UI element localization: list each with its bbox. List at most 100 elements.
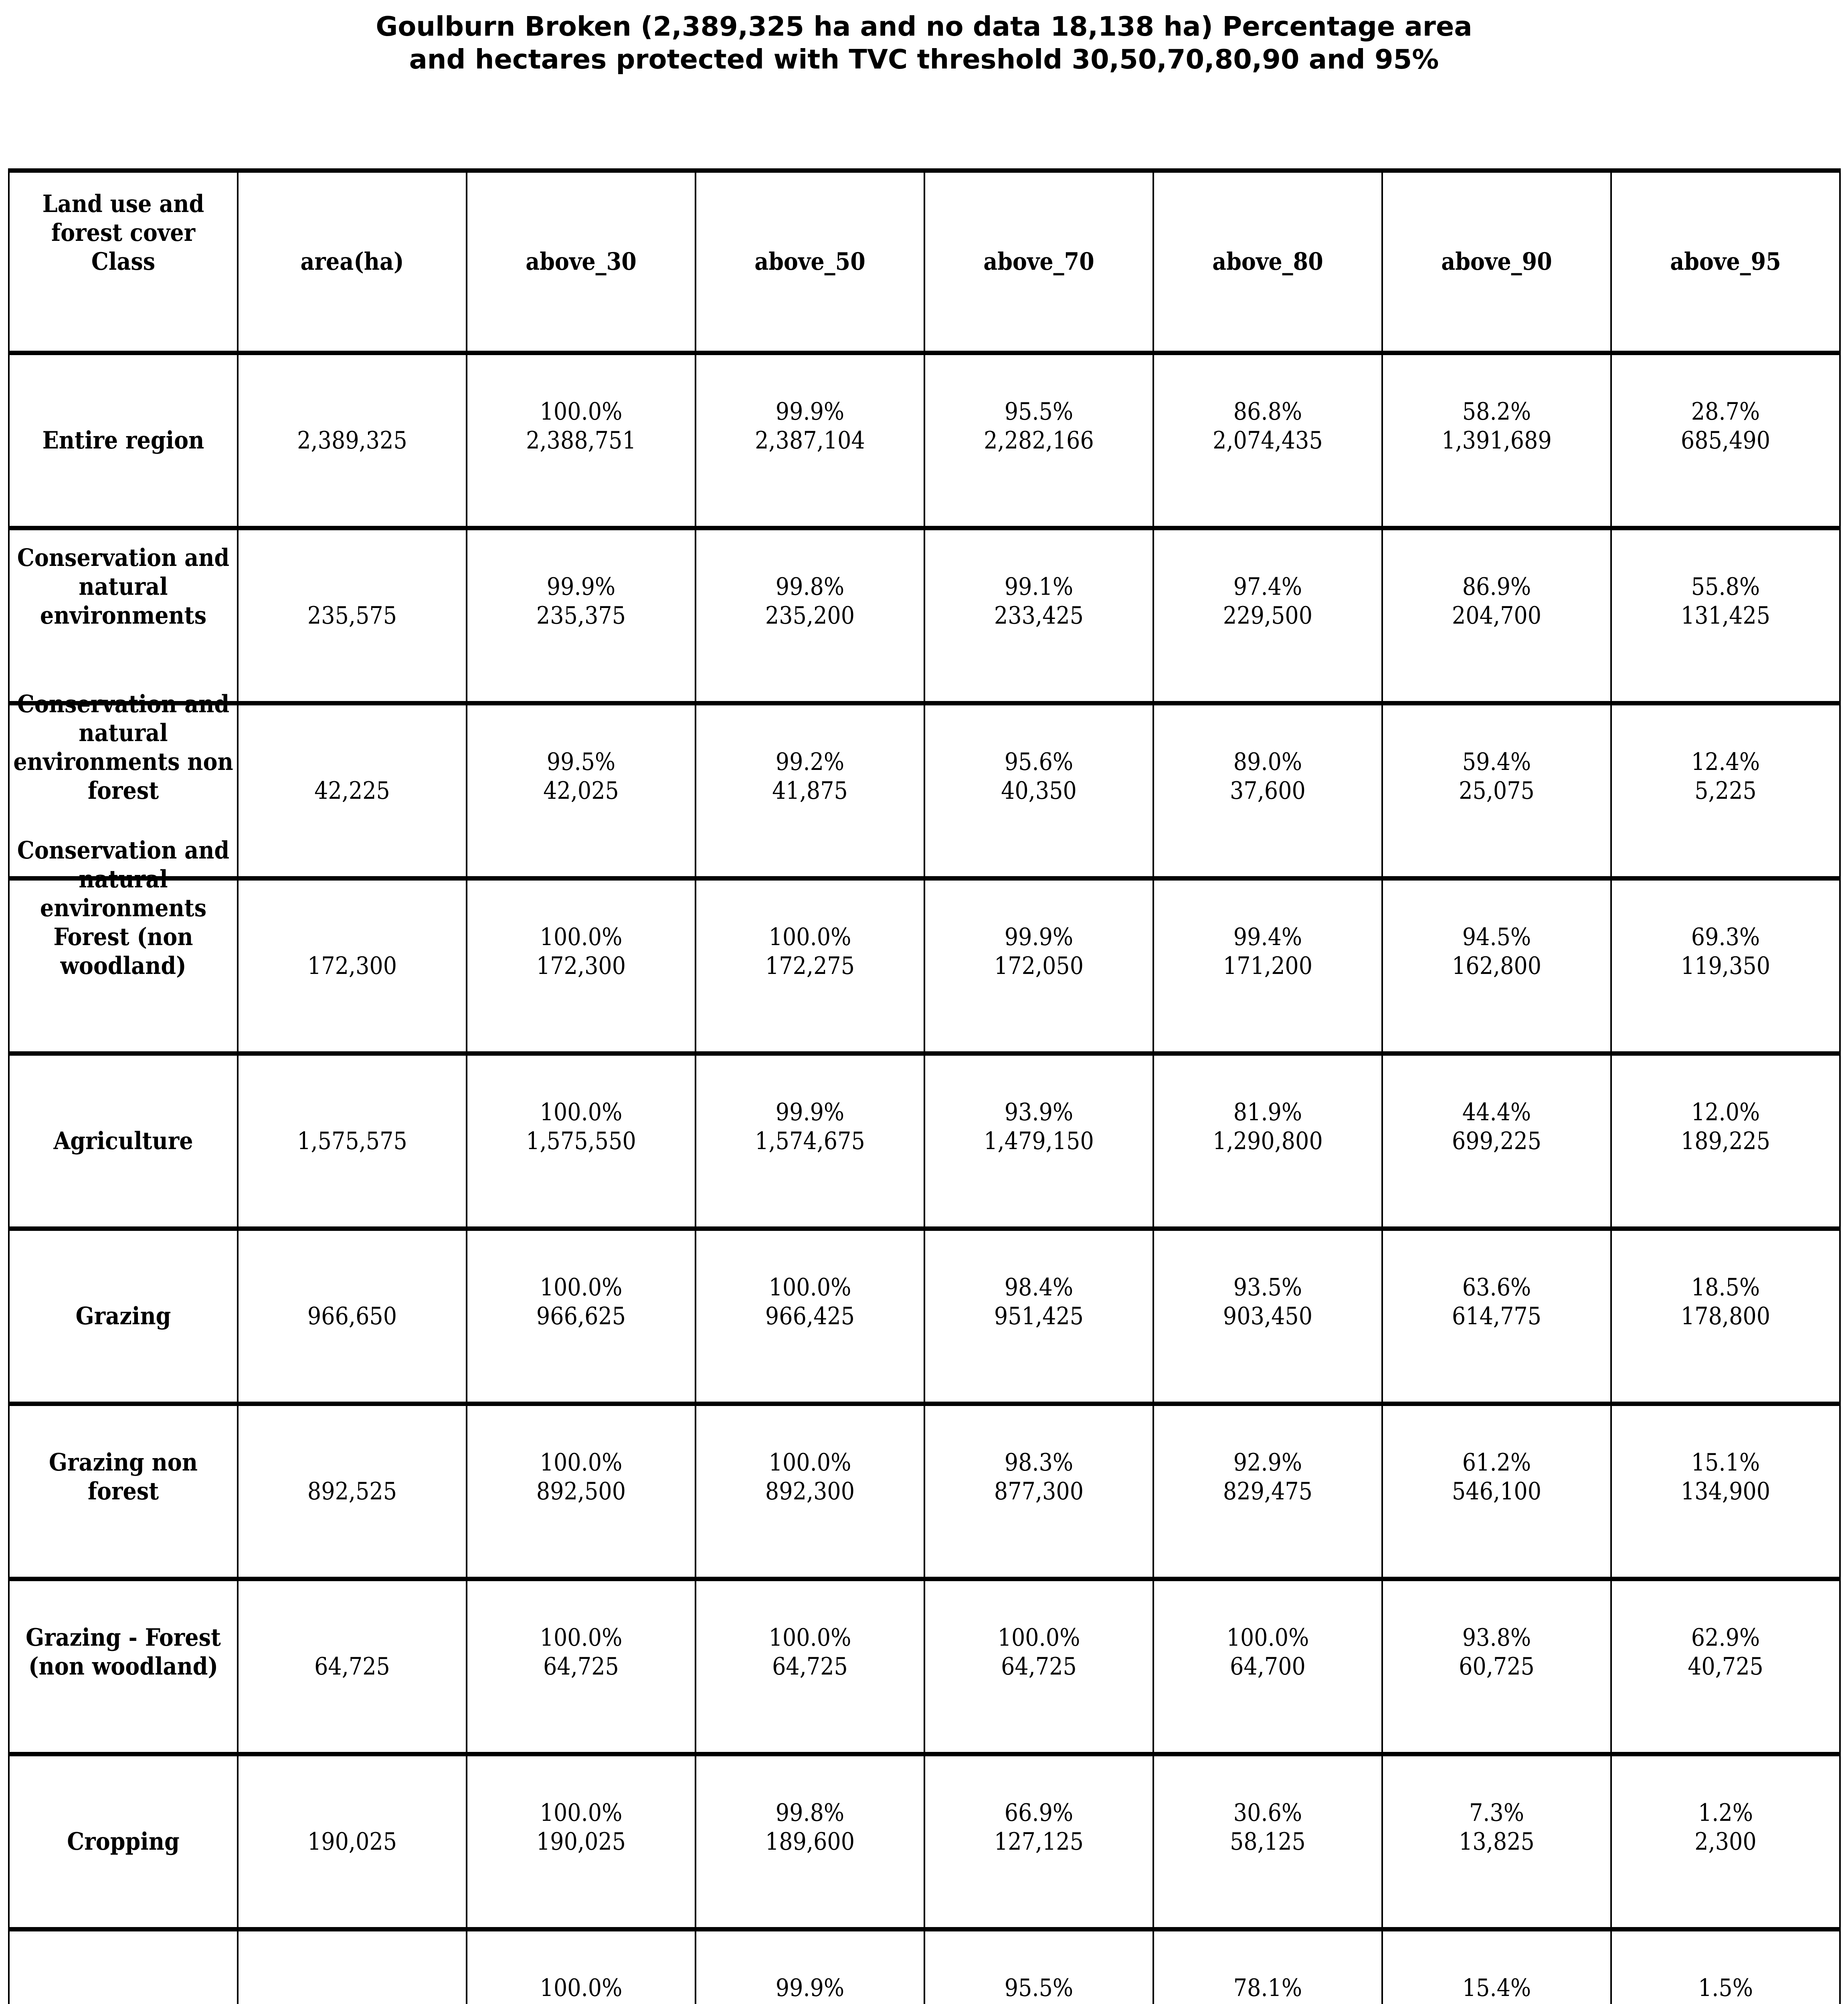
value-cell: 30.6% 58,125 — [1152, 1752, 1383, 1930]
value-cell: 28.7% 685,490 — [1610, 351, 1841, 529]
value-cell: 92.9% 829,475 — [1152, 1402, 1383, 1580]
value-cell: 100.0% 64,700 — [1152, 1577, 1383, 1755]
value-cell: 99.9% 2,387,104 — [695, 351, 925, 529]
value-cell: 81.9% 1,290,800 — [1152, 1051, 1383, 1230]
header-cell-0: Land use and forest cover Class — [8, 168, 239, 354]
value-cell: 98.3% 877,300 — [924, 1402, 1154, 1580]
value-cell: 100.0% 966,625 — [466, 1226, 696, 1405]
value-cell: 44.4% 699,225 — [1381, 1051, 1612, 1230]
area-cell: 42,225 — [237, 701, 467, 879]
value-cell: 99.8% 189,600 — [695, 1752, 925, 1930]
table-row: Irrigation406,625100.0%406,62599.9%406,3… — [8, 1927, 1841, 2004]
value-cell: 95.5%388,375 — [924, 1927, 1154, 2004]
value-cell: 86.8% 2,074,435 — [1152, 351, 1383, 529]
header-cell-3: above_50 — [695, 168, 925, 354]
table-row: Conservation and natural environments Fores… — [8, 836, 1841, 1055]
tvc-threshold-table: Land use and forest cover Class area(ha) abo… — [8, 168, 1841, 2004]
value-cell: 61.2% 546,100 — [1381, 1402, 1612, 1580]
value-cell: 78.1%317,650 — [1152, 1927, 1383, 2004]
value-cell: 100.0% 172,300 — [466, 876, 696, 1055]
value-cell: 12.0% 189,225 — [1610, 1051, 1841, 1230]
row-label-cell: Conservation and natural environments — [8, 526, 239, 704]
value-cell: 58.2% 1,391,689 — [1381, 351, 1612, 529]
header-cell-4: above_70 — [924, 168, 1154, 354]
value-cell: 99.5% 42,025 — [466, 701, 696, 879]
area-cell: 406,625 — [237, 1927, 467, 2004]
page-title: Goulburn Broken (2,389,325 ha and no dat… — [376, 11, 1472, 75]
value-cell: 99.9% 172,050 — [924, 876, 1154, 1055]
value-cell: 69.3% 119,350 — [1610, 876, 1841, 1055]
row-label-cell: Irrigation — [8, 1927, 239, 2004]
value-cell: 7.3% 13,825 — [1381, 1752, 1612, 1930]
value-cell: 1.2% 2,300 — [1610, 1752, 1841, 1930]
value-cell: 100.0% 64,725 — [924, 1577, 1154, 1755]
header-cell-7: above_95 — [1610, 168, 1841, 354]
area-cell: 235,575 — [237, 526, 467, 704]
value-cell: 100.0% 966,425 — [695, 1226, 925, 1405]
table-row: Agriculture 1,575,575 100.0% 1,575,550 99.9%… — [8, 1051, 1841, 1230]
value-cell: 100.0% 172,275 — [695, 876, 925, 1055]
area-cell: 2,389,325 — [237, 351, 467, 529]
table-row: Cropping 190,025 100.0% 190,025 99.8% 189,600… — [8, 1752, 1841, 1930]
value-cell: 100.0% 1,575,550 — [466, 1051, 696, 1230]
value-cell: 93.5% 903,450 — [1152, 1226, 1383, 1405]
row-label-cell: Grazing — [8, 1226, 239, 1405]
row-label-cell: Entire region — [8, 351, 239, 529]
value-cell: 86.9% 204,700 — [1381, 526, 1612, 704]
header-cell-2: above_30 — [466, 168, 696, 354]
area-cell: 64,725 — [237, 1577, 467, 1755]
value-cell: 100.0% 64,725 — [466, 1577, 696, 1755]
header-cell-6: above_90 — [1381, 168, 1612, 354]
header-row: Land use and forest cover Class area(ha) abo… — [8, 168, 1841, 354]
value-cell: 66.9% 127,125 — [924, 1752, 1154, 1930]
area-cell: 1,575,575 — [237, 1051, 467, 1230]
value-cell: 1.5%5,925 — [1610, 1927, 1841, 2004]
value-cell: 100.0% 2,388,751 — [466, 351, 696, 529]
value-cell: 18.5% 178,800 — [1610, 1226, 1841, 1405]
value-cell: 100.0% 892,300 — [695, 1402, 925, 1580]
row-label-cell: Cropping — [8, 1752, 239, 1930]
row-label-cell: Conservation and natural environments Fores… — [8, 836, 239, 1055]
table-row: Conservation and natural environments 235,5… — [8, 526, 1841, 704]
value-cell: 99.1% 233,425 — [924, 526, 1154, 704]
value-cell: 12.4% 5,225 — [1610, 701, 1841, 879]
value-cell: 93.9% 1,479,150 — [924, 1051, 1154, 1230]
value-cell: 100.0% 892,500 — [466, 1402, 696, 1580]
value-cell: 95.6% 40,350 — [924, 701, 1154, 879]
value-cell: 99.9% 235,375 — [466, 526, 696, 704]
table-row: Grazing 966,650 100.0% 966,625 100.0% 966,425… — [8, 1226, 1841, 1405]
value-cell: 99.9%406,375 — [695, 1927, 925, 2004]
row-label-cell: Grazing non forest — [8, 1402, 239, 1580]
value-cell: 100.0% 190,025 — [466, 1752, 696, 1930]
value-cell: 100.0%406,625 — [466, 1927, 696, 2004]
area-cell: 190,025 — [237, 1752, 467, 1930]
value-cell: 63.6% 614,775 — [1381, 1226, 1612, 1405]
area-cell: 966,650 — [237, 1226, 467, 1405]
row-label-cell: Conservation and natural environments non f… — [8, 690, 239, 879]
value-cell: 99.9% 1,574,675 — [695, 1051, 925, 1230]
value-cell: 97.4% 229,500 — [1152, 526, 1383, 704]
table-row: Conservation and natural environments non f… — [8, 690, 1841, 879]
area-cell: 892,525 — [237, 1402, 467, 1580]
value-cell: 15.1% 134,900 — [1610, 1402, 1841, 1580]
value-cell: 15.4%62,625 — [1381, 1927, 1612, 2004]
row-label-cell: Agriculture — [8, 1051, 239, 1230]
value-cell: 99.4% 171,200 — [1152, 876, 1383, 1055]
table-body: Land use and forest cover Class area(ha) abo… — [8, 168, 1841, 2004]
value-cell: 99.8% 235,200 — [695, 526, 925, 704]
value-cell: 99.2% 41,875 — [695, 701, 925, 879]
value-cell: 59.4% 25,075 — [1381, 701, 1612, 879]
area-cell: 172,300 — [237, 876, 467, 1055]
value-cell: 93.8% 60,725 — [1381, 1577, 1612, 1755]
value-cell: 95.5% 2,282,166 — [924, 351, 1154, 529]
table-row: Entire region 2,389,325 100.0% 2,388,751 99.… — [8, 351, 1841, 529]
row-label-cell: Grazing - Forest (non woodland) — [8, 1577, 239, 1755]
header-cell-5: above_80 — [1152, 168, 1383, 354]
value-cell: 98.4% 951,425 — [924, 1226, 1154, 1405]
table-row: Grazing - Forest (non woodland) 64,725 100.… — [8, 1577, 1841, 1755]
value-cell: 89.0% 37,600 — [1152, 701, 1383, 879]
header-cell-1: area(ha) — [237, 168, 467, 354]
value-cell: 100.0% 64,725 — [695, 1577, 925, 1755]
table-row: Grazing non forest 892,525 100.0% 892,500 100… — [8, 1402, 1841, 1580]
value-cell: 55.8% 131,425 — [1610, 526, 1841, 704]
